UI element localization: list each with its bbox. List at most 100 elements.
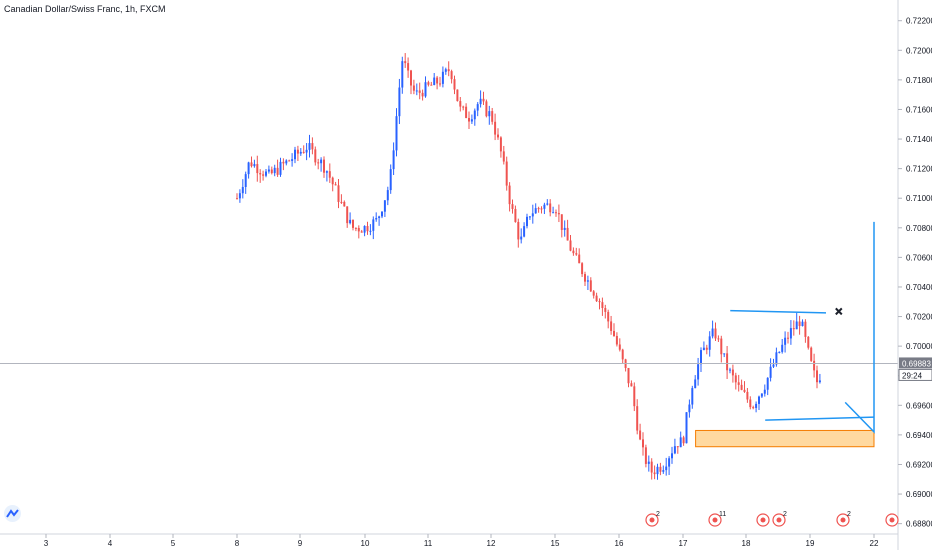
countdown-tag [898,368,932,381]
candle-body [685,412,688,444]
candle-body [279,161,282,175]
candle-body [610,321,613,331]
candle-body [401,61,404,88]
projection-path [844,221,875,434]
candle-body [639,430,642,440]
candle-body [708,336,711,350]
candle-body [810,347,813,361]
candle-body [734,375,737,383]
candle-body [244,174,247,187]
candle-body [581,263,584,275]
support-line [765,416,875,421]
candle-body [398,87,401,117]
candle-body [320,159,323,164]
candle-body [294,149,296,160]
event-count: 2 [656,511,660,518]
candle-body [456,89,459,102]
candle-body [505,161,508,186]
candle-body [410,70,412,86]
candle-body [476,104,479,111]
candle-body [720,338,723,355]
candle-body [705,347,708,350]
candle-body [595,295,598,302]
candle-body [671,453,673,459]
candles [236,53,821,480]
candle-body [804,321,807,337]
candle-body [488,111,491,117]
candle-body [729,369,731,371]
candle-body [273,167,276,174]
candle-body [468,117,470,122]
candle-body [331,177,334,185]
candle-body [636,406,639,431]
candle-body [752,407,755,409]
candle-body [436,77,439,84]
candle-body [421,92,424,97]
candle-body [673,446,676,454]
candle-body [253,164,256,167]
x-tick-label: 18 [742,539,751,548]
candle-body [412,85,415,91]
candle-body [502,151,505,162]
candle-body [389,169,392,191]
candle-body [441,71,444,84]
candle-body [349,219,352,224]
x-tick-label: 22 [870,539,879,548]
candle-body [462,106,465,108]
candle-body [470,119,473,122]
event-dot [712,517,718,523]
candle-body [557,213,560,215]
candle-body [479,98,482,105]
candle-body [552,212,555,214]
candle-body [789,328,792,339]
candle-body [247,162,250,175]
candle-body [453,79,456,90]
x-tick-label: 5 [171,539,176,548]
last-price-label: 0.69883 [902,359,931,368]
candle-body [378,216,381,219]
candle-body [439,83,441,85]
events: 2 11 2 2 [645,511,899,527]
candle-body [491,111,494,122]
x-tick-label: 16 [615,539,624,548]
candle-body [270,169,273,174]
event-dot [889,517,895,523]
candle-body [668,458,671,467]
chart-title: Canadian Dollar/Swiss Franc, 1h, FXCM [4,4,166,14]
tradingview-logo-icon[interactable] [4,505,21,522]
candle-body [679,437,682,448]
candle-body [285,160,288,164]
candle-body [415,90,418,92]
candle-body [584,274,586,282]
candle-body [427,82,430,85]
candle-body [714,328,717,339]
candle-body [302,151,305,153]
candle-body [760,393,763,397]
x-tick-label: 17 [679,539,688,548]
candle-body [546,203,549,205]
candle-body [299,151,302,154]
candle-body [276,167,279,175]
candle-body [317,162,320,164]
last-price-tag [899,357,932,369]
candle-body [572,250,575,254]
candle-body [700,350,702,365]
candle-body [627,367,630,384]
candle-body [433,77,436,86]
x-marker-icon [835,307,843,316]
candle-body [363,226,366,233]
candle-body [592,291,595,296]
candle-body [644,447,647,464]
x-tick-label: 8 [235,539,240,548]
x-tick-label: 3 [44,539,49,548]
candle-body [676,446,679,448]
candle-body [288,160,291,162]
